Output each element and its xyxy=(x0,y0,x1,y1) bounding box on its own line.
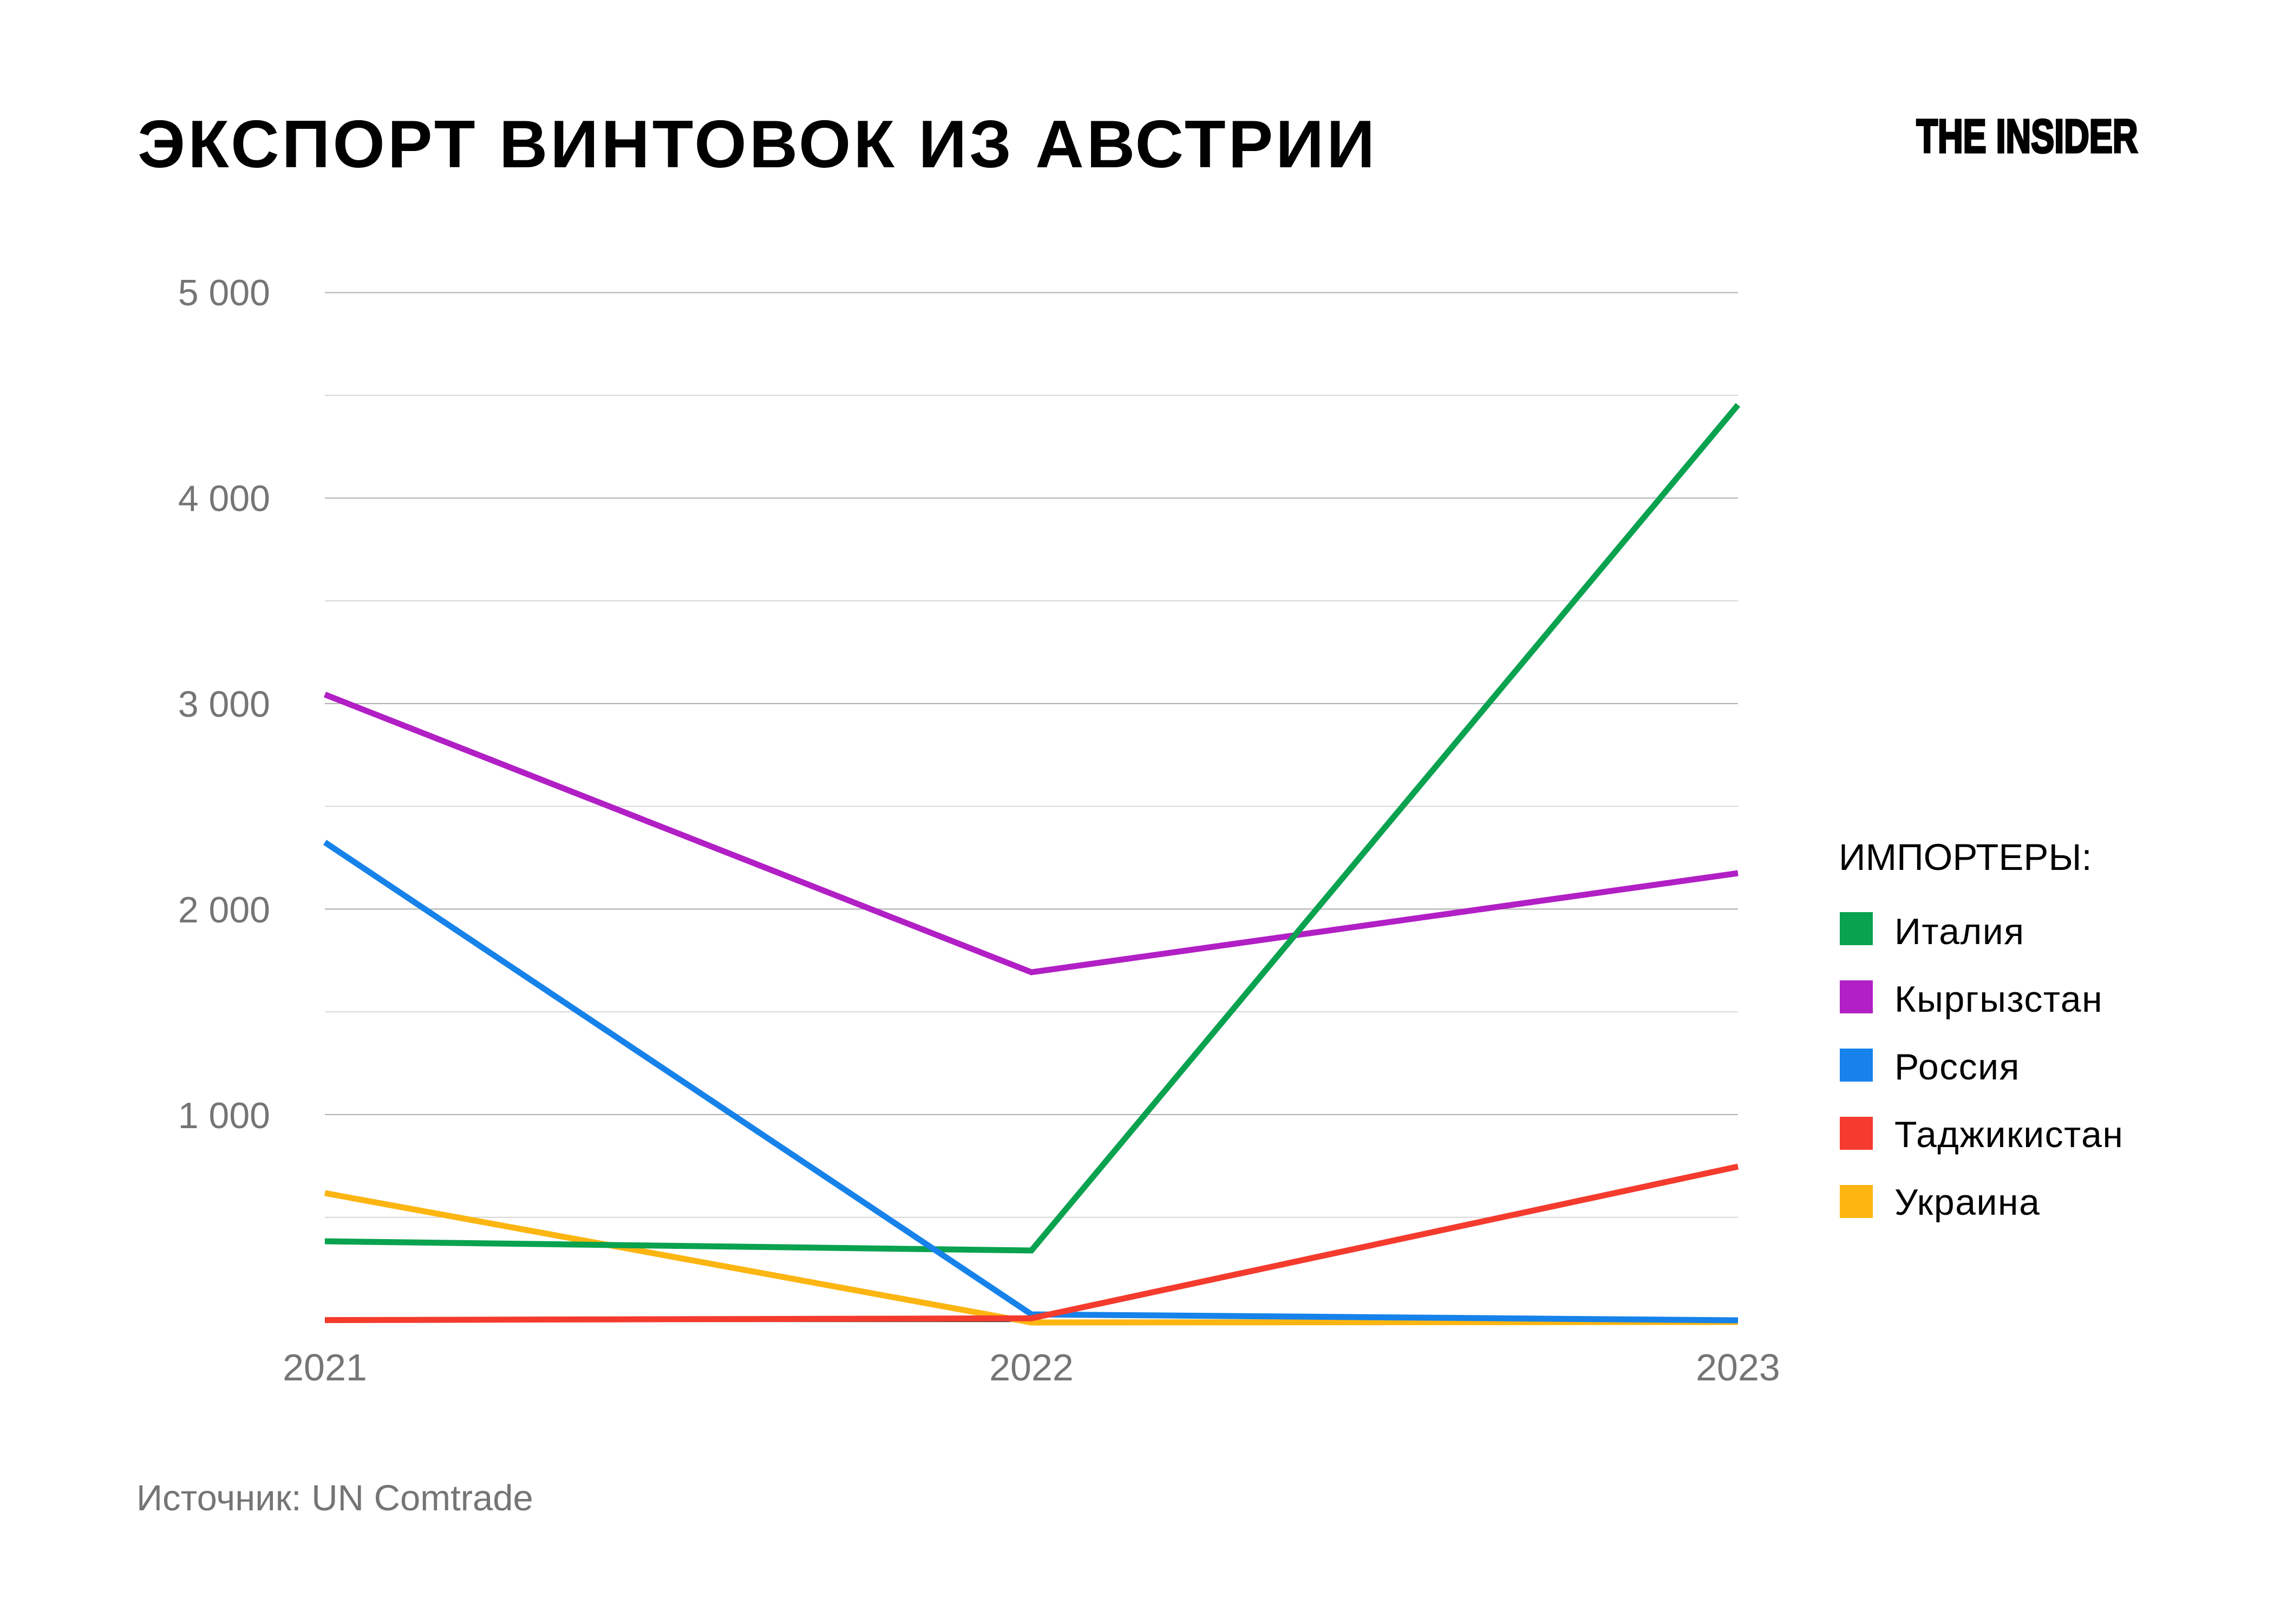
svg-text:2021: 2021 xyxy=(283,1346,367,1389)
svg-text:2023: 2023 xyxy=(1696,1346,1780,1389)
svg-text:Кыргызстан: Кыргызстан xyxy=(1894,979,2103,1020)
svg-text:2 000: 2 000 xyxy=(178,889,270,931)
svg-text:THE INSIDER: THE INSIDER xyxy=(1917,110,2138,163)
svg-text:Россия: Россия xyxy=(1894,1046,2020,1088)
svg-text:5 000: 5 000 xyxy=(178,272,270,313)
svg-text:Украина: Украина xyxy=(1894,1182,2040,1223)
svg-text:Италия: Италия xyxy=(1894,911,2025,952)
svg-text:Таджикистан: Таджикистан xyxy=(1894,1114,2123,1155)
svg-text:Источник: UN Comtrade: Источник: UN Comtrade xyxy=(136,1478,533,1518)
svg-text:ЭКСПОРТ ВИНТОВОК ИЗ АВСТРИИ: ЭКСПОРТ ВИНТОВОК ИЗ АВСТРИИ xyxy=(138,107,1377,182)
svg-text:2022: 2022 xyxy=(989,1346,1074,1389)
svg-text:ИМПОРТЕРЫ:: ИМПОРТЕРЫ: xyxy=(1839,836,2092,878)
svg-text:3 000: 3 000 xyxy=(178,684,270,725)
svg-text:1 000: 1 000 xyxy=(178,1095,270,1136)
svg-text:4 000: 4 000 xyxy=(178,478,270,519)
